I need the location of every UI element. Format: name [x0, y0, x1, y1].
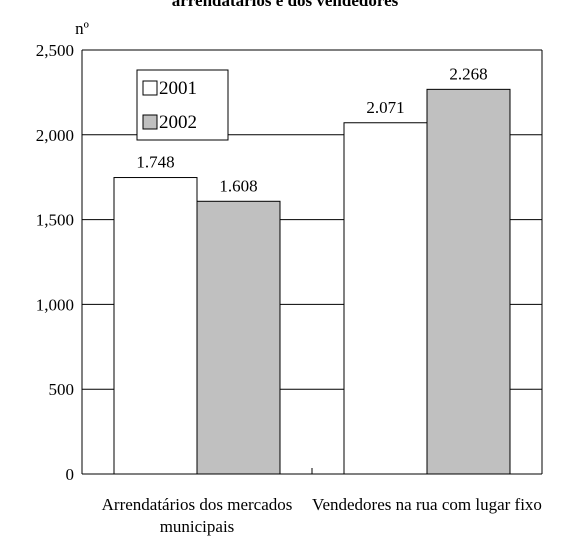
bar: [113, 177, 198, 475]
y-tick-label: 2,000: [36, 126, 74, 145]
y-tick-label: 1,000: [36, 295, 74, 314]
bar: [196, 200, 281, 475]
data-label: 1.608: [219, 176, 257, 195]
y-axis-label: nº: [75, 19, 89, 38]
y-tick-label: 500: [49, 380, 75, 399]
legend-swatch: [142, 114, 158, 130]
legend-label: 2001: [159, 78, 197, 99]
x-tick-label: Arrendatários dos mercados municipais: [101, 495, 293, 536]
x-tick-label: Vendedores na rua com lugar fixo: [312, 495, 542, 514]
y-tick-label: 1,500: [36, 211, 74, 230]
y-tick-label: 0: [66, 465, 75, 484]
legend-label: 2002: [159, 112, 197, 133]
y-tick-label: 2,500: [36, 41, 74, 60]
data-label: 2.071: [366, 98, 404, 117]
legend-swatch: [142, 80, 158, 96]
bar: [426, 88, 511, 475]
data-label: 1.748: [136, 153, 174, 172]
chart-title: arrendatários e dos vendedores: [172, 0, 399, 10]
bar: [343, 122, 428, 475]
data-label: 2.268: [449, 64, 487, 83]
